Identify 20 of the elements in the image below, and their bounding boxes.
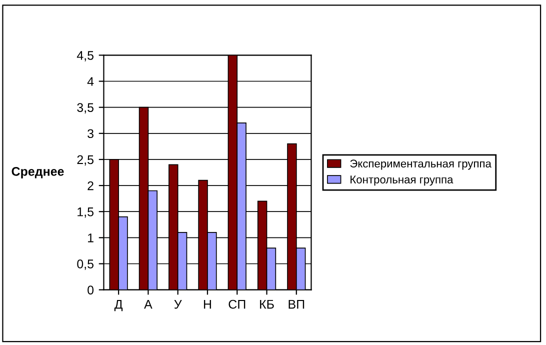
legend-label: Экспериментальная группа: [350, 160, 492, 170]
x-tick-label: СП: [228, 300, 246, 309]
y-axis-title: Среднее: [12, 167, 64, 178]
x-tick-label: КБ: [260, 300, 274, 309]
y-tick-label: 4: [87, 77, 94, 86]
y-tick-label: 0,5: [77, 260, 94, 270]
y-tick-label: 1,5: [78, 208, 94, 218]
x-tick-label: А: [144, 300, 152, 309]
x-tick-label: ВП: [288, 300, 304, 309]
y-tick-label: 3: [88, 129, 94, 138]
y-tick-label: 2: [88, 181, 94, 190]
x-tick-label: Д: [114, 300, 123, 312]
y-tick-label: 4,5: [76, 51, 94, 62]
x-tick-label: У: [174, 300, 182, 309]
x-tick-label: Н: [204, 300, 211, 309]
y-tick-label: 0: [88, 286, 94, 294]
y-tick-label: 2,5: [77, 155, 94, 166]
y-tick-label: 1: [88, 234, 94, 242]
y-tick-label: 3,5: [77, 103, 94, 114]
legend-label: Контрольная группа: [350, 176, 454, 186]
